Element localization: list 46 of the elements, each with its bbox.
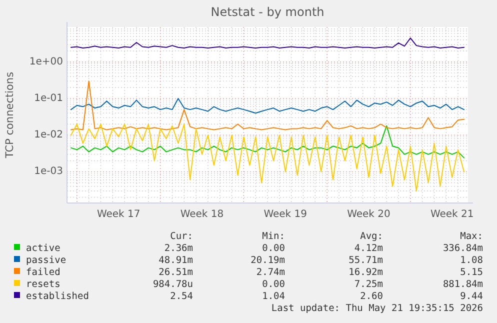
y-tick-label: 1e+00	[29, 56, 63, 68]
text: 48.91m	[158, 255, 194, 266]
text: Last update: Thu May 21 19:35:15 2026	[271, 303, 484, 314]
line-series	[70, 124, 465, 192]
y-tick-label: 1e-03	[34, 166, 63, 178]
line-series	[70, 98, 465, 114]
y-tick-label: 1e-02	[34, 130, 63, 141]
text: 9.44	[460, 291, 484, 302]
text: 26.51m	[158, 267, 194, 278]
text: 984.78u	[152, 279, 193, 290]
line-series	[70, 125, 465, 158]
text: Cur:	[170, 231, 193, 242]
text: 1.08	[460, 255, 484, 266]
legend-label: active	[26, 243, 61, 254]
legend-label: resets	[26, 279, 60, 290]
text: Avg:	[360, 231, 383, 242]
text: Max:	[460, 231, 483, 242]
chart-title: Netstat - by month	[210, 5, 324, 19]
legend-label: established	[26, 291, 89, 302]
text: 881.84m	[442, 279, 484, 290]
text: 2.54	[170, 291, 194, 302]
text: 20.19m	[250, 255, 286, 266]
text: 5.15	[460, 267, 483, 278]
text: 55.71m	[348, 255, 384, 266]
x-tick-label: Week 21	[430, 209, 474, 220]
line-series	[70, 80, 465, 130]
text: 336.84m	[442, 243, 484, 254]
x-tick-label: Week 18	[180, 209, 224, 220]
y-tick-label: 1e-01	[34, 93, 63, 104]
x-tick-label: Week 17	[96, 209, 140, 220]
text: 2.74m	[256, 267, 286, 278]
line-series	[70, 38, 465, 49]
text: 0.00	[262, 279, 286, 290]
legend-label: passive	[26, 255, 66, 266]
text: 16.92m	[348, 267, 384, 278]
text: 2.60	[360, 291, 384, 302]
text: Min:	[262, 231, 285, 242]
text: 1.04	[262, 291, 286, 302]
text: 7.25m	[354, 279, 384, 290]
legend-label: failed	[26, 267, 60, 278]
text: 0.00	[262, 243, 286, 254]
x-tick-label: Week 19	[264, 209, 308, 220]
text: 2.36m	[164, 243, 194, 254]
x-tick-label: Week 20	[347, 209, 390, 220]
y-axis-title: TCP connections	[4, 72, 16, 160]
text: 4.12m	[354, 243, 384, 254]
